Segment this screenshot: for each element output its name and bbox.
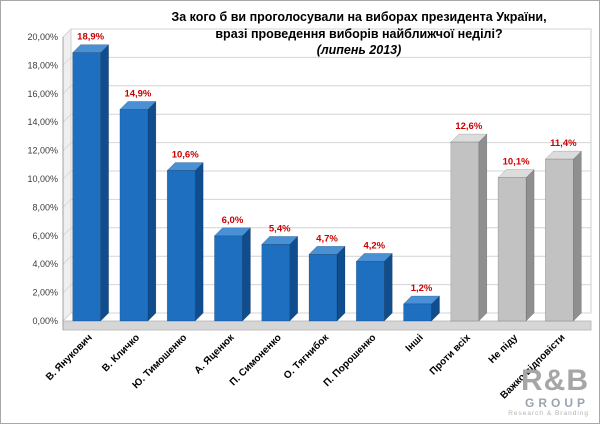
bar-front-face <box>545 158 574 322</box>
bar-side-face <box>100 44 109 322</box>
rb-group-logo: R&B GROUP Research & Branding <box>508 363 589 418</box>
bar-value-label: 4,7% <box>316 233 338 244</box>
y-axis-tick-label: 20,00% <box>27 32 58 42</box>
gridline-connector <box>62 312 72 322</box>
gridline-connector <box>62 85 72 95</box>
chart-title: За кого б ви проголосували на виборах пр… <box>133 9 585 59</box>
bar-value-label: 10,1% <box>503 157 530 168</box>
x-axis-label: Інші <box>404 332 426 354</box>
bar-front-face <box>403 303 432 322</box>
bar-value-label: 6,0% <box>222 215 244 226</box>
bar-side-face <box>289 235 298 322</box>
bar <box>166 161 204 322</box>
y-axis-tick-label: 10,00% <box>27 174 58 184</box>
bar <box>261 235 299 322</box>
bar-value-label: 14,9% <box>124 88 151 99</box>
bar-value-label: 11,4% <box>550 138 577 149</box>
x-axis-label: О. Тягнибок <box>281 331 332 382</box>
bar <box>450 133 488 322</box>
chart-title-line3: (липень 2013) <box>316 43 402 57</box>
bar-side-face <box>384 252 393 322</box>
y-axis-tick-label: 6,00% <box>32 231 58 241</box>
bar-front-face <box>72 52 101 322</box>
bar-value-label: 18,9% <box>77 32 104 43</box>
x-axis-label: П. Симоненко <box>228 332 284 388</box>
bar-front-face <box>119 109 149 322</box>
logo-group-text: GROUP <box>524 395 589 410</box>
bar-side-face <box>336 245 346 322</box>
bar <box>544 150 582 322</box>
bar-side-face <box>147 100 157 322</box>
gridline-connector <box>62 113 72 123</box>
x-axis-label: В. Кличко <box>100 332 142 374</box>
bar <box>213 227 252 322</box>
x-axis-label: В. Янукович <box>44 332 95 383</box>
gridline-connector <box>62 255 72 265</box>
bar <box>308 245 346 322</box>
bar-value-label: 10,6% <box>172 149 199 160</box>
gridline-connector <box>62 28 72 38</box>
bar <box>72 44 110 322</box>
bar-front-face <box>214 235 243 322</box>
x-axis-label: Проти всіх <box>428 332 473 377</box>
gridline-connector <box>62 142 72 151</box>
gridline-connector <box>62 227 72 237</box>
bar-front-face <box>356 261 385 322</box>
bars-group <box>72 44 582 322</box>
bar <box>402 295 441 322</box>
bar <box>355 252 393 322</box>
bar-front-face <box>450 141 480 322</box>
y-axis-tick-label: 4,00% <box>32 259 58 269</box>
plot-floor <box>62 320 592 331</box>
y-axis-tick-label: 12,00% <box>27 146 58 156</box>
gridline-connector <box>62 170 72 180</box>
x-axis-label: А. Яценюк <box>193 332 238 377</box>
bar-side-face <box>573 150 582 322</box>
y-axis-tick-label: 0,00% <box>32 316 58 326</box>
value-labels-group: 18,9% 14,9% 10,6% 6,0% 5,4% 4,7% 4,2% 1,2% 12,6%… <box>77 32 577 294</box>
bar-front-face <box>166 170 196 322</box>
bar-side-face <box>525 168 535 322</box>
logo-tagline-text: Research & Branding <box>508 409 589 417</box>
bar-side-face <box>478 133 488 322</box>
chart-title-line1: За кого б ви проголосували на виборах пр… <box>171 10 547 24</box>
bar-value-label: 1,2% <box>411 283 433 294</box>
bar-front-face <box>497 177 527 322</box>
bar-value-label: 4,2% <box>363 240 385 251</box>
y-axis-labels: 0,00% 2,00% 4,00% 6,00% 8,00% 10,00% 12,00% 14,… <box>27 32 58 326</box>
bar-front-face <box>261 244 290 322</box>
bar <box>497 168 535 322</box>
gridline-connector <box>62 199 72 208</box>
bar-value-label: 5,4% <box>269 223 291 234</box>
y-axis-tick-label: 8,00% <box>32 202 58 212</box>
x-axis-label: Не піду <box>487 332 521 366</box>
bar-side-face <box>194 161 204 322</box>
bar-value-label: 12,6% <box>455 121 482 132</box>
logo-rb-text: R&B <box>521 363 589 397</box>
y-axis-tick-label: 16,00% <box>27 89 58 99</box>
y-axis-tick-label: 18,00% <box>27 60 58 70</box>
bar-front-face <box>308 254 338 322</box>
y-axis-tick-label: 2,00% <box>32 288 58 298</box>
bar-side-face <box>242 227 251 322</box>
gridline-connector <box>62 284 72 293</box>
chart-title-line2: вразі проведення виборів найближчої неді… <box>215 26 503 41</box>
bar <box>119 100 157 322</box>
gridline-connector <box>62 57 72 66</box>
y-axis-tick-label: 14,00% <box>27 117 58 127</box>
